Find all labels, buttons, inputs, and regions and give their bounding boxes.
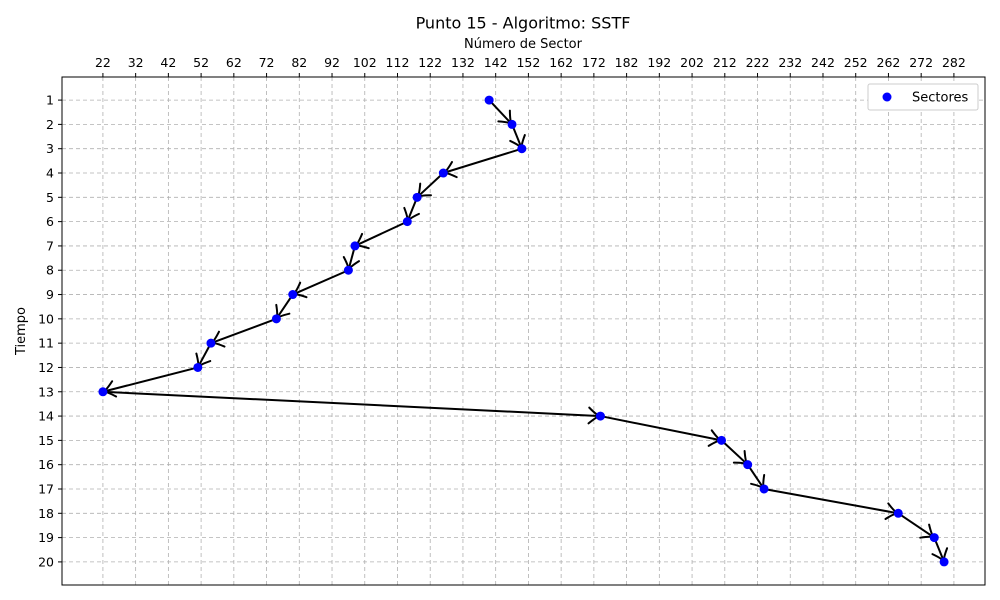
x-tick-label: 222: [746, 55, 770, 70]
x-tick-label: 182: [615, 55, 639, 70]
x-tick-label: 92: [324, 55, 340, 70]
plot-area: 22 32 42 52 62 72 82 92 102 112 122 132 142 152 162 172…: [38, 55, 986, 586]
path-segment: [292, 269, 349, 296]
y-tick-label: 16: [38, 457, 54, 472]
data-point: [517, 144, 527, 154]
data-point: [343, 265, 353, 275]
x-tick-label: 192: [647, 55, 671, 70]
legend: Sectores: [867, 83, 979, 111]
y-tick-label: 19: [38, 530, 54, 545]
data-point: [939, 557, 949, 567]
x-tick-label: 62: [226, 55, 242, 70]
y-tick-label: 13: [38, 384, 54, 399]
path-segment: [196, 342, 212, 368]
y-tick-label: 12: [38, 360, 54, 375]
legend-label: Sectores: [912, 91, 969, 106]
path-segment: [102, 366, 199, 393]
path-segment: [746, 464, 765, 490]
y-tick-label: 6: [46, 214, 54, 229]
y-tick-label: 9: [46, 287, 54, 302]
y-tick-label: 1: [46, 93, 54, 108]
x-tick-label: 132: [451, 55, 475, 70]
data-point: [893, 508, 903, 518]
x-tick-label: 162: [549, 55, 573, 70]
x-tick-label: 212: [713, 55, 737, 70]
x-axis-label: Número de Sector: [464, 37, 583, 52]
y-tick-label: 14: [38, 409, 54, 424]
data-point: [402, 217, 412, 227]
y-tick-label: 18: [38, 506, 54, 521]
x-tick-label: 152: [516, 55, 540, 70]
y-tick-label: 8: [46, 263, 54, 278]
x-tick-label: 52: [193, 55, 209, 70]
path-segment: [720, 439, 749, 466]
x-tick-label: 262: [877, 55, 901, 70]
x-tick-label: 82: [291, 55, 307, 70]
y-tick-label: 15: [38, 433, 54, 448]
x-tick-label: 202: [680, 55, 704, 70]
x-tick-label: 172: [582, 55, 606, 70]
plot-frame: [61, 76, 986, 586]
x-tick-label: 72: [259, 55, 275, 70]
data-point: [595, 411, 605, 421]
data-point: [484, 95, 494, 105]
y-tick-label: 7: [46, 238, 54, 253]
path-segment: [897, 512, 935, 539]
x-tick-label: 232: [778, 55, 802, 70]
y-tick-label: 17: [38, 481, 54, 496]
data-point: [193, 362, 203, 372]
path-segment: [275, 293, 294, 320]
x-tick-label: 112: [386, 55, 410, 70]
x-tick-label: 272: [909, 55, 933, 70]
path-segment: [102, 390, 601, 418]
y-axis-label: Tiempo: [14, 307, 29, 356]
data-point: [438, 168, 448, 178]
path-segment: [210, 317, 277, 345]
path-segment: [354, 220, 408, 247]
x-tick-label: 102: [353, 55, 377, 70]
legend-box: [867, 83, 979, 111]
y-tick-label: 20: [38, 554, 54, 569]
path-segment: [416, 172, 444, 199]
x-tick-label: 142: [484, 55, 508, 70]
x-tick-label: 22: [95, 55, 111, 70]
path-segment: [600, 415, 722, 442]
data-point: [206, 338, 216, 348]
data-point: [350, 241, 360, 251]
data-point: [507, 119, 517, 129]
data-point: [929, 533, 939, 543]
chart-title: Punto 15 - Algoritmo: SSTF: [416, 14, 631, 33]
data-point: [98, 387, 108, 397]
x-tick-label: 242: [811, 55, 835, 70]
data-point: [288, 290, 298, 300]
x-tick-label: 32: [128, 55, 144, 70]
y-tick-label: 11: [38, 336, 54, 351]
x-tick-label: 252: [844, 55, 868, 70]
path-segment: [488, 99, 513, 126]
legend-marker: [882, 92, 892, 102]
data-point: [412, 192, 422, 202]
path-segment: [763, 488, 899, 515]
x-tick-label: 122: [418, 55, 442, 70]
data-point: [717, 435, 727, 445]
y-tick-label: 3: [46, 141, 54, 156]
x-tick-label: 42: [160, 55, 176, 70]
x-tick-label: 282: [942, 55, 966, 70]
data-point: [271, 314, 281, 324]
y-tick-label: 4: [46, 166, 54, 181]
y-tick-label: 2: [46, 117, 54, 132]
data-point: [743, 460, 753, 470]
data-point: [759, 484, 769, 494]
path-segment: [443, 147, 523, 174]
y-tick-label: 5: [46, 190, 54, 205]
y-tick-label: 10: [38, 311, 54, 326]
